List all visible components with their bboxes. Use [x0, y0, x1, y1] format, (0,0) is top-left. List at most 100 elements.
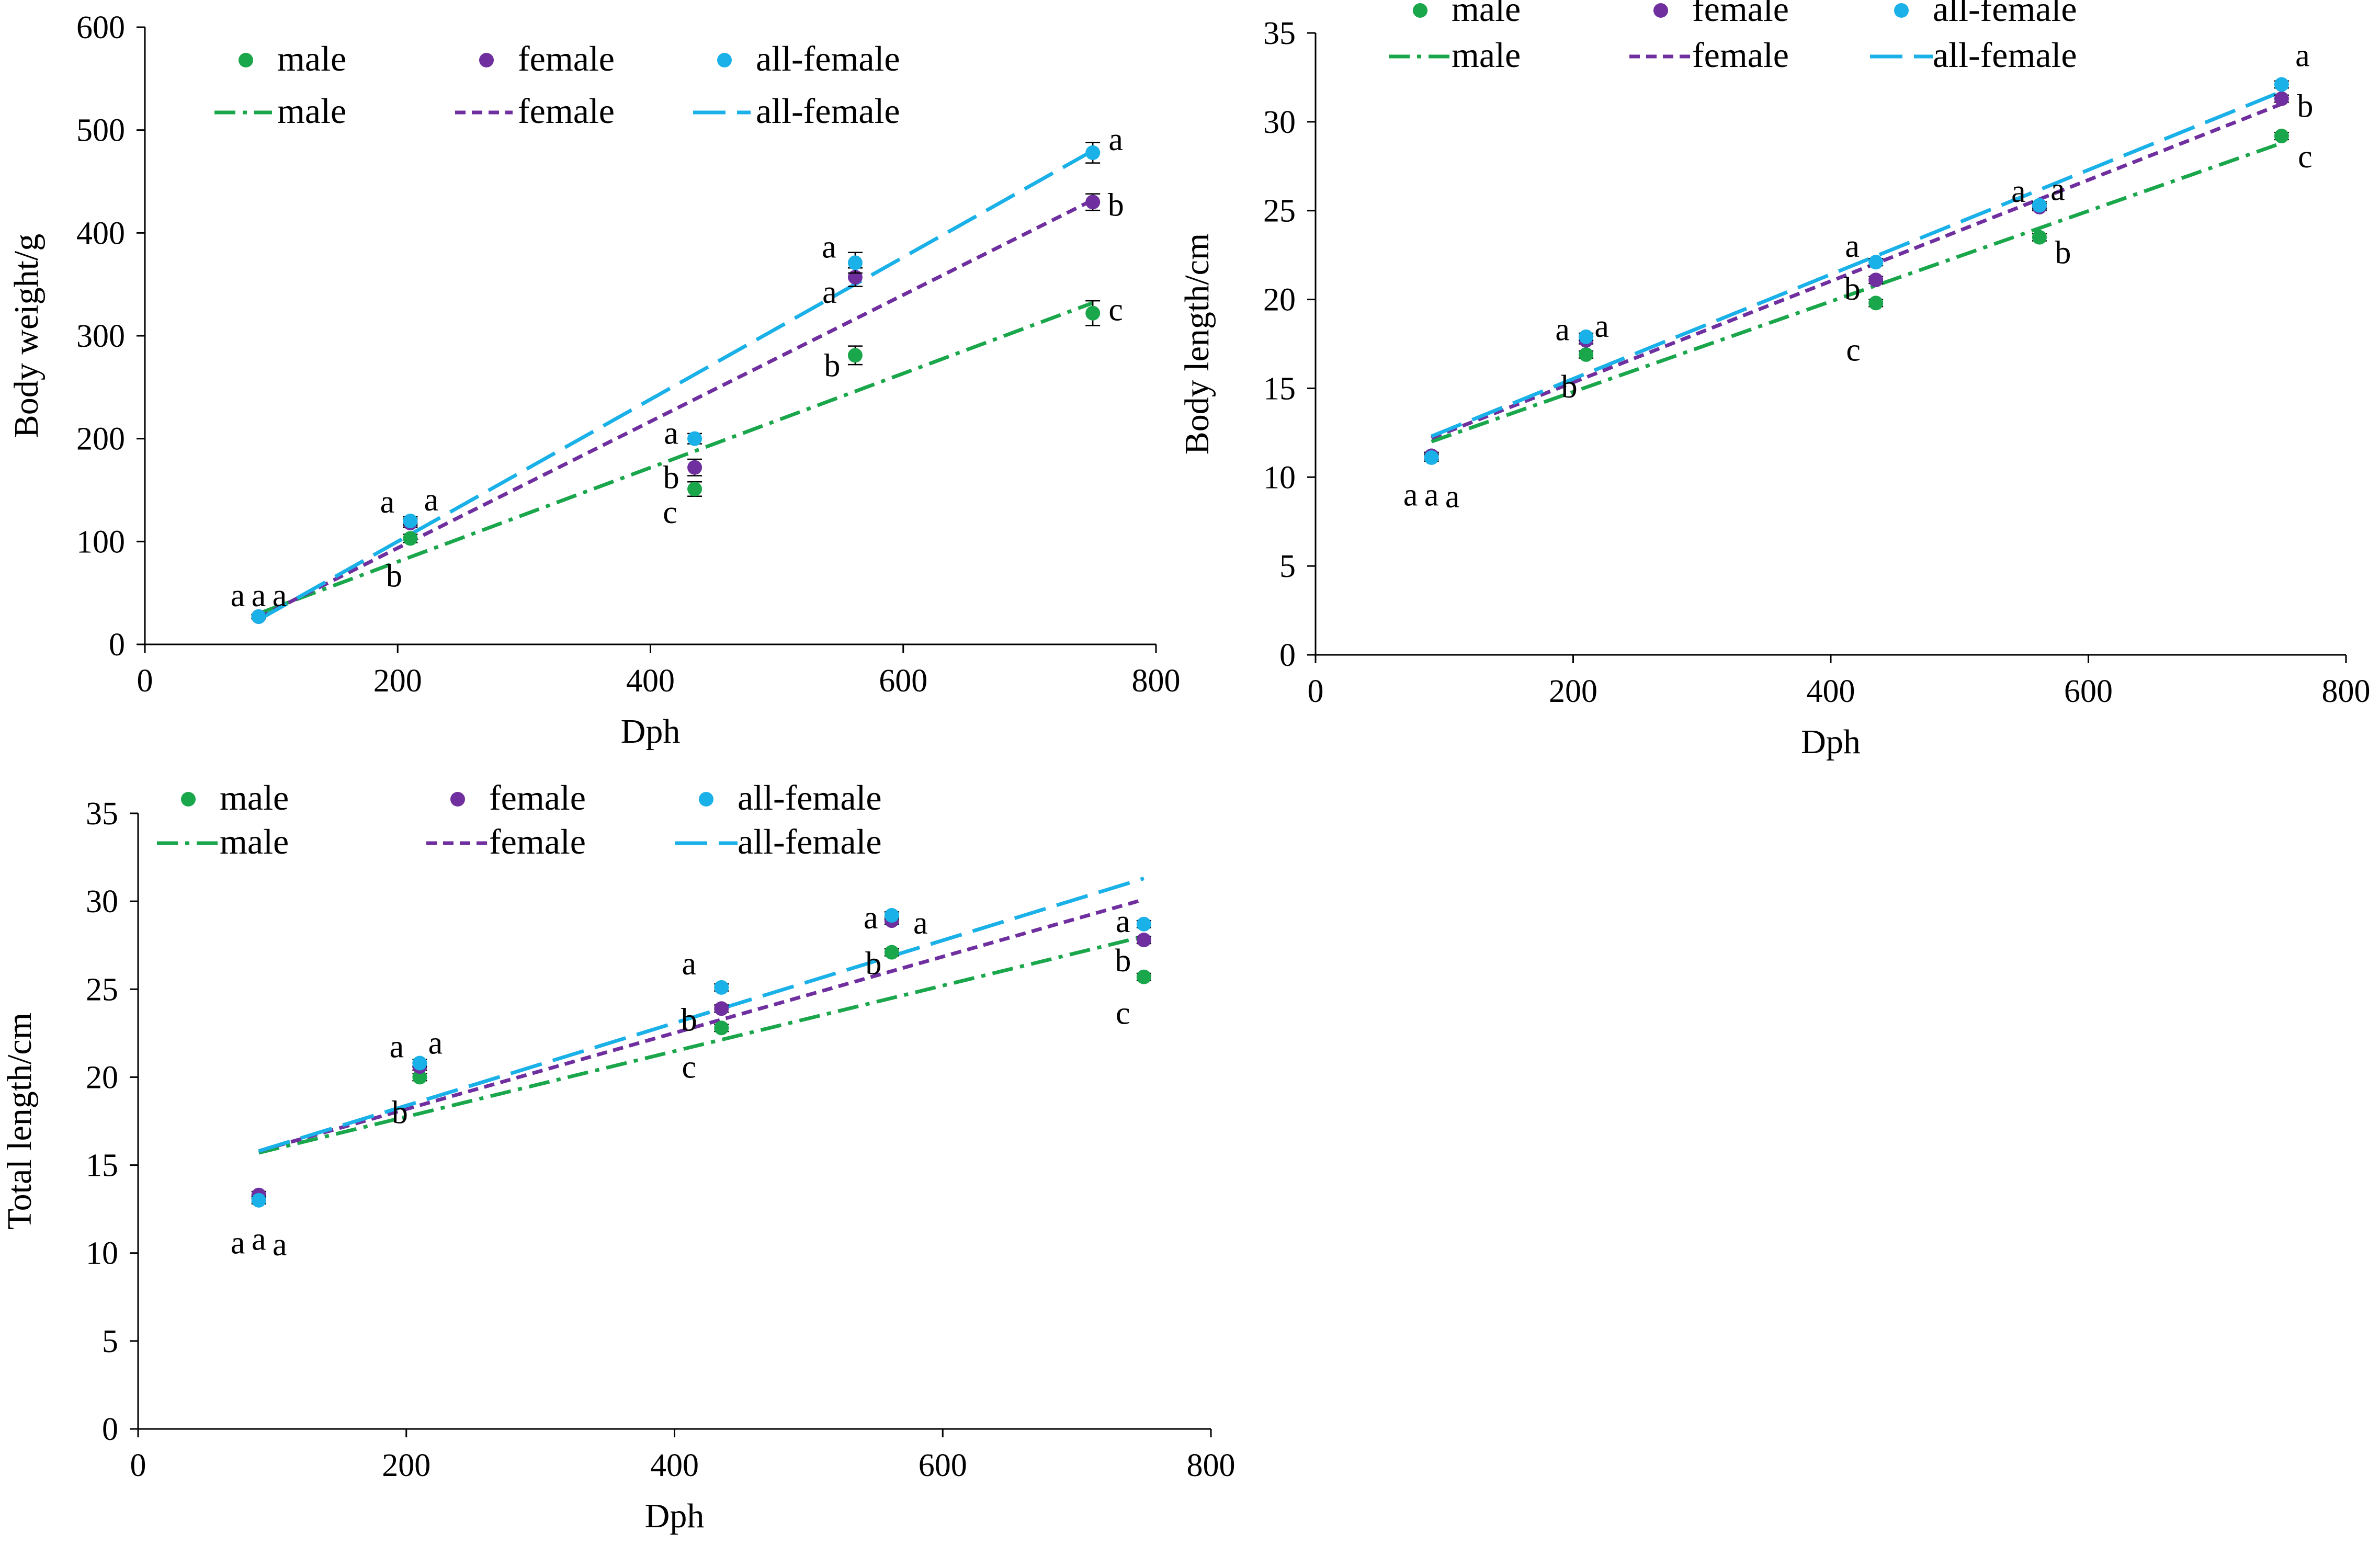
legend-trend-label-all-female: all-female — [738, 822, 882, 861]
significance-letter-female: b — [1108, 187, 1124, 223]
point-male — [714, 1020, 729, 1036]
legend-trend-label-male: male — [277, 91, 346, 131]
significance-letter-female: a — [822, 275, 837, 310]
y-tick-label: 20 — [1263, 282, 1296, 318]
significance-letter-all-female: a — [273, 578, 287, 614]
x-tick-label: 400 — [626, 663, 675, 699]
point-male — [687, 482, 702, 497]
trendline-female — [258, 898, 1144, 1153]
significance-letter-male: b — [1561, 369, 1578, 405]
legend-label-female: female — [1692, 0, 1789, 29]
y-tick-label: 25 — [1263, 194, 1296, 229]
x-tick-label: 200 — [382, 1448, 430, 1483]
point-all-female — [403, 514, 418, 528]
legend-trend-label-all-female: all-female — [756, 91, 900, 131]
significance-letter-all-female: a — [428, 1026, 443, 1061]
x-axis-label: Dph — [645, 1497, 705, 1535]
chart-total-length: 0 5 10 15 20 25 30 35 0 200 400 600 800 Dph Total leng… — [1, 778, 1236, 1535]
point-male — [1579, 347, 1594, 362]
significance-letter-female: b — [1115, 943, 1131, 979]
significance-letter-female: b — [2297, 89, 2313, 124]
significance-letter-male: c — [663, 495, 677, 530]
point-male — [403, 531, 418, 546]
significance-letter-male: a — [1403, 478, 1418, 513]
significance-letter-male: c — [2298, 139, 2313, 175]
legend: male male female female all-female all-female — [214, 39, 900, 131]
significance-letter-all-female: a — [1845, 229, 1860, 264]
significance-letter-male: c — [1116, 996, 1130, 1031]
significance-letter-male: b — [386, 558, 402, 594]
legend-marker-all-female — [699, 792, 713, 807]
significance-letter-all-female: a — [2050, 172, 2065, 208]
chart-body-weight: 0 100 200 300 400 500 600 0 200 400 600 800 Dph Body … — [7, 10, 1181, 751]
point-all-female — [2274, 77, 2289, 92]
x-tick-label: 200 — [373, 663, 422, 699]
significance-letter-female: a — [252, 578, 266, 614]
point-all-female — [1085, 145, 1101, 160]
legend-trend-label-female: female — [489, 822, 586, 861]
legend-label-all-female: all-female — [738, 778, 882, 818]
significance-letter-male: a — [231, 1225, 245, 1261]
significance-letter-all-female: a — [822, 229, 836, 265]
point-female — [1136, 933, 1151, 948]
point-all-female — [1136, 916, 1151, 932]
significance-letter-all-female: a — [913, 905, 928, 941]
point-all-female — [1424, 450, 1439, 465]
legend-marker-male — [181, 792, 196, 807]
legend-label-female: female — [489, 778, 586, 818]
point-female — [687, 460, 702, 475]
trendline-all-female — [257, 149, 1094, 621]
y-tick-label: 10 — [86, 1236, 118, 1272]
y-tick-label: 35 — [1263, 16, 1296, 51]
y-tick-label: 200 — [76, 422, 125, 457]
significance-letter-female: b — [1844, 271, 1861, 307]
y-tick-label: 15 — [86, 1148, 118, 1184]
x-tick-label: 600 — [919, 1448, 967, 1483]
x-axis-label: Dph — [1801, 723, 1861, 761]
y-tick-label: 400 — [76, 215, 125, 251]
legend-trend-label-female: female — [1692, 35, 1789, 75]
x-tick-label: 400 — [650, 1448, 699, 1483]
significance-letter-all-female: a — [424, 482, 439, 518]
y-tick-label: 300 — [76, 319, 125, 354]
x-tick-label: 600 — [2064, 674, 2113, 709]
trendline-male — [258, 935, 1144, 1155]
y-tick-label: 15 — [1263, 371, 1296, 406]
y-tick-label: 30 — [1263, 105, 1296, 140]
point-all-female — [412, 1055, 427, 1071]
y-tick-label: 600 — [76, 10, 125, 46]
legend-marker-all-female — [1894, 3, 1909, 18]
trendline-female — [257, 198, 1094, 619]
significance-letter-all-female: a — [664, 416, 678, 451]
significance-letter-female: a — [864, 900, 878, 936]
point-male — [2274, 129, 2289, 144]
point-male — [1085, 305, 1101, 321]
point-all-female — [251, 1193, 266, 1208]
significance-letter-female: a — [380, 484, 395, 520]
trendline-all-female — [258, 877, 1144, 1153]
legend-trend-label-male: male — [1452, 35, 1521, 75]
y-tick-label: 0 — [102, 1412, 118, 1447]
y-tick-label: 20 — [86, 1060, 118, 1095]
x-tick-label: 800 — [2322, 674, 2371, 709]
significance-letter-male: b — [2055, 235, 2071, 271]
y-tick-label: 5 — [1279, 549, 1296, 584]
legend-trend-label-male: male — [220, 822, 289, 861]
point-all-female — [1579, 329, 1594, 344]
trendline-male — [1431, 141, 2283, 444]
y-axis-label: Body weight/g — [7, 234, 46, 438]
legend-label-female: female — [518, 39, 615, 78]
significance-letter-all-female: a — [1108, 122, 1123, 157]
legend-label-all-female: all-female — [756, 39, 900, 78]
y-tick-label: 0 — [1279, 638, 1296, 673]
significance-letter-female: a — [252, 1222, 266, 1257]
trendline-female — [1431, 102, 2283, 440]
y-tick-label: 100 — [76, 524, 125, 560]
legend-label-male: male — [1452, 0, 1521, 29]
legend: male male female female all-female all-female — [157, 778, 882, 861]
point-female — [1868, 273, 1884, 288]
significance-letter-all-female: a — [682, 946, 696, 982]
y-tick-label: 0 — [109, 627, 125, 663]
significance-letter-female: a — [390, 1029, 404, 1064]
